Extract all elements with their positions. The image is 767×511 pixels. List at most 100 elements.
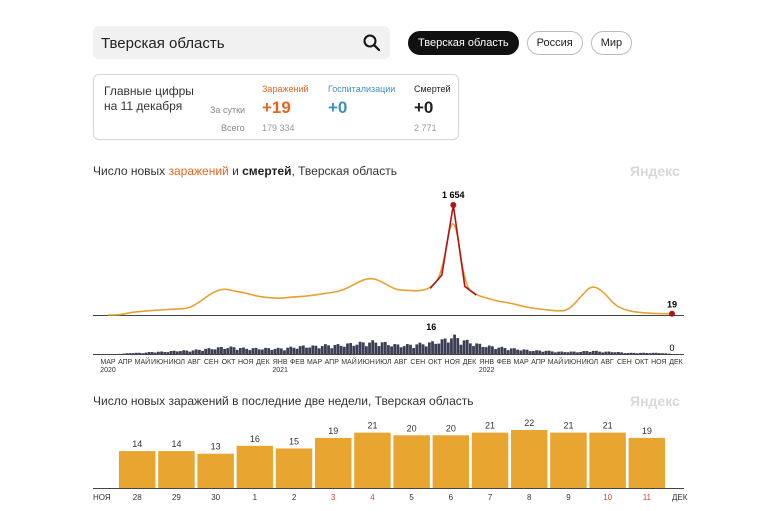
deaths-bar: [503, 348, 507, 354]
bar-value-label: 19: [642, 426, 652, 436]
bar: [511, 430, 548, 488]
deaths-bar: [336, 344, 340, 354]
day-label: 9: [566, 493, 571, 502]
deaths-bar: [591, 350, 595, 354]
deaths-bar: [286, 347, 289, 354]
deaths-bar: [651, 352, 655, 354]
cases-line: [108, 223, 673, 316]
title-part: , Тверская область: [291, 164, 397, 178]
deaths-bar: [289, 346, 293, 354]
deaths-bar: [298, 346, 302, 354]
deaths-bar: [238, 348, 242, 354]
deaths-bar: [475, 343, 479, 354]
deaths-bar: [248, 350, 252, 354]
deaths-bar: [550, 351, 554, 354]
deaths-bar: [125, 353, 129, 354]
bar: [158, 451, 195, 488]
deaths-bar: [560, 351, 564, 354]
deaths-bar: [229, 346, 233, 354]
day-label: 11: [643, 493, 652, 502]
deaths-bar: [661, 353, 664, 354]
deaths-bar: [232, 347, 236, 354]
deaths-bar: [150, 352, 154, 354]
deaths-bar: [204, 348, 208, 354]
deaths-bar: [572, 351, 576, 354]
deaths-bar: [364, 346, 368, 354]
peak-marker: [450, 202, 457, 208]
deaths-bar: [478, 343, 482, 354]
bar: [197, 453, 234, 488]
month-label: ДЕК: [463, 359, 477, 366]
deaths-bar: [245, 348, 249, 354]
search-icon[interactable]: [362, 33, 382, 53]
deaths-bar: [317, 348, 321, 354]
bar: [393, 435, 430, 488]
last-cases-label: 19: [667, 300, 677, 310]
bar-value-label: 13: [211, 442, 221, 452]
summary-title: Главные цифры на 11 декабря: [104, 84, 204, 114]
bars: 1428142913301611521932142052062172282192…: [93, 418, 688, 502]
deaths-bar: [314, 345, 318, 354]
deaths-bar: [371, 340, 375, 354]
deaths-bar: [374, 342, 378, 354]
deaths-bar: [613, 352, 617, 354]
hospitalizations-label: Госпитализации: [328, 84, 396, 94]
bar: [550, 432, 587, 488]
deaths-bar: [519, 350, 523, 354]
deaths-bar: [427, 342, 431, 354]
deaths-bar: [305, 347, 308, 354]
deaths-bar: [487, 345, 491, 354]
bar: [432, 435, 470, 488]
deaths-bar: [128, 353, 132, 354]
deaths-bar: [393, 344, 397, 354]
deaths-bar: [339, 345, 343, 354]
day-label: 5: [409, 493, 414, 502]
deaths-bar: [617, 351, 620, 354]
search-input[interactable]: [101, 31, 351, 55]
month-label: ФЕВ: [497, 359, 512, 366]
deaths-bar: [424, 346, 428, 354]
deaths-bar: [654, 352, 658, 354]
month-label: АВГ: [187, 359, 200, 366]
deaths-bar: [188, 351, 192, 354]
region-search[interactable]: [93, 26, 390, 59]
deaths-bar: [664, 353, 668, 354]
deaths-bar: [579, 351, 583, 354]
deaths-bar: [541, 351, 545, 354]
tab-russia[interactable]: Россия: [526, 31, 583, 55]
bar: [471, 432, 509, 488]
month-label: ИЮН: [151, 359, 168, 366]
deaths-bar: [440, 339, 444, 354]
deaths-bar: [283, 350, 286, 354]
deaths-bar: [210, 349, 214, 354]
deaths-total: 2 771: [414, 123, 437, 133]
deaths-bar: [500, 346, 504, 354]
tab-tver-region[interactable]: Тверская область: [408, 31, 519, 55]
deaths-bar: [491, 346, 494, 354]
deaths-bar: [153, 352, 157, 354]
deaths-bar: [216, 347, 220, 354]
deaths-bar: [194, 349, 198, 354]
deaths-bar: [201, 350, 204, 354]
month-label: МАЙ: [548, 357, 564, 366]
summary-title-line2: на 11 декабря: [104, 99, 183, 113]
hospitalizations-daily: +0: [328, 98, 348, 117]
deaths-bar: [554, 352, 557, 354]
deaths-bar: [352, 345, 356, 354]
day-label: 1: [253, 493, 258, 502]
month-label: СЕН: [617, 359, 632, 366]
deaths-bar: [421, 344, 425, 354]
deaths-bar: [141, 353, 145, 354]
month-label: МАЙ: [341, 357, 357, 366]
month-label: ЯНВ: [479, 359, 494, 366]
year-label: 2021: [272, 367, 288, 374]
tab-world[interactable]: Мир: [590, 31, 633, 55]
deaths-bar: [179, 351, 182, 354]
deaths-bar: [172, 350, 176, 354]
bar-value-label: 21: [603, 421, 613, 431]
bar-value-label: 21: [367, 421, 377, 431]
infections-daily: +19: [262, 98, 291, 117]
deaths-bar: [535, 350, 538, 354]
summary-title-line1: Главные цифры: [104, 84, 194, 98]
month-label: ИЮЛ: [375, 359, 392, 366]
